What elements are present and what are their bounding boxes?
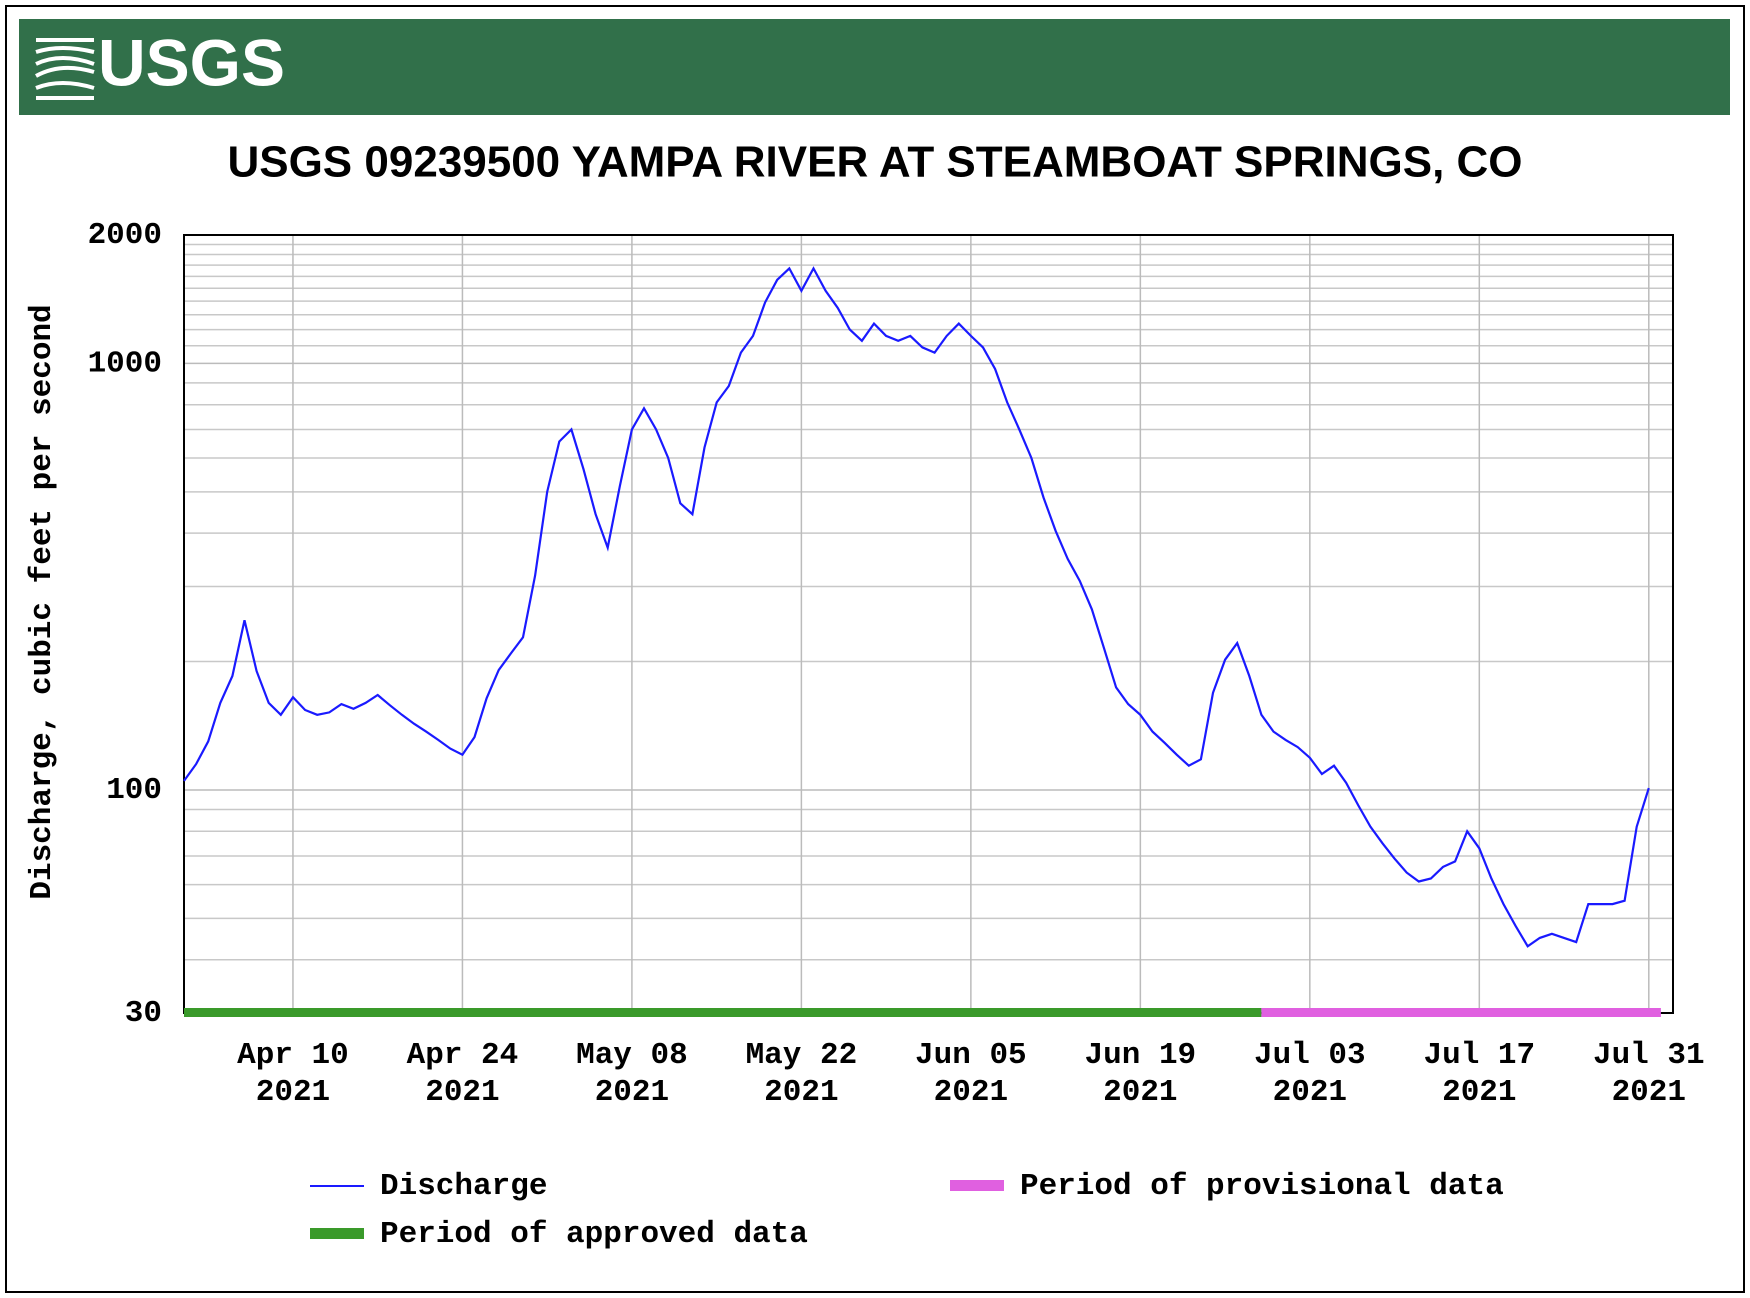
x-tick-label: Jul 31 [1593, 1038, 1705, 1073]
y-tick-label: 30 [125, 996, 162, 1031]
legend-swatch [310, 1228, 364, 1239]
period-bar [184, 1008, 1262, 1017]
x-tick-label: 2021 [1103, 1075, 1177, 1110]
chart-title: USGS 09239500 YAMPA RIVER AT STEAMBOAT S… [227, 138, 1522, 187]
discharge-line [183, 266, 1650, 948]
y-tick-label: 100 [106, 773, 162, 808]
legend-label: Period of provisional data [1020, 1169, 1504, 1204]
x-tick-label: 2021 [1442, 1075, 1516, 1110]
x-tick-label: 2021 [425, 1075, 499, 1110]
header-bar [19, 19, 1730, 115]
logo-text: USGS [98, 25, 285, 99]
x-tick-label: Jul 17 [1423, 1038, 1535, 1073]
x-tick-label: 2021 [1273, 1075, 1347, 1110]
logo-waves [35, 38, 95, 100]
y-tick-label: 1000 [88, 347, 162, 382]
x-tick-label: 2021 [934, 1075, 1008, 1110]
x-tick-label: May 08 [576, 1038, 688, 1073]
legend-swatch [950, 1180, 1004, 1191]
y-tick-label: 2000 [88, 218, 162, 253]
x-tick-label: Apr 10 [237, 1038, 349, 1073]
x-tick-label: Apr 24 [407, 1038, 519, 1073]
period-bar [1261, 1008, 1661, 1017]
x-tick-label: Jul 03 [1254, 1038, 1366, 1073]
x-tick-label: 2021 [256, 1075, 330, 1110]
x-tick-label: 2021 [595, 1075, 669, 1110]
x-tick-label: 2021 [764, 1075, 838, 1110]
y-axis-label: Discharge, cubic feet per second [25, 304, 60, 899]
x-tick-label: May 22 [746, 1038, 858, 1073]
frame [5, 5, 1745, 1293]
legend-label: Discharge [380, 1169, 547, 1204]
x-tick-label: 2021 [1612, 1075, 1686, 1110]
x-tick-label: Jun 19 [1085, 1038, 1197, 1073]
x-tick-label: Jun 05 [915, 1038, 1027, 1073]
legend-label: Period of approved data [380, 1217, 808, 1252]
